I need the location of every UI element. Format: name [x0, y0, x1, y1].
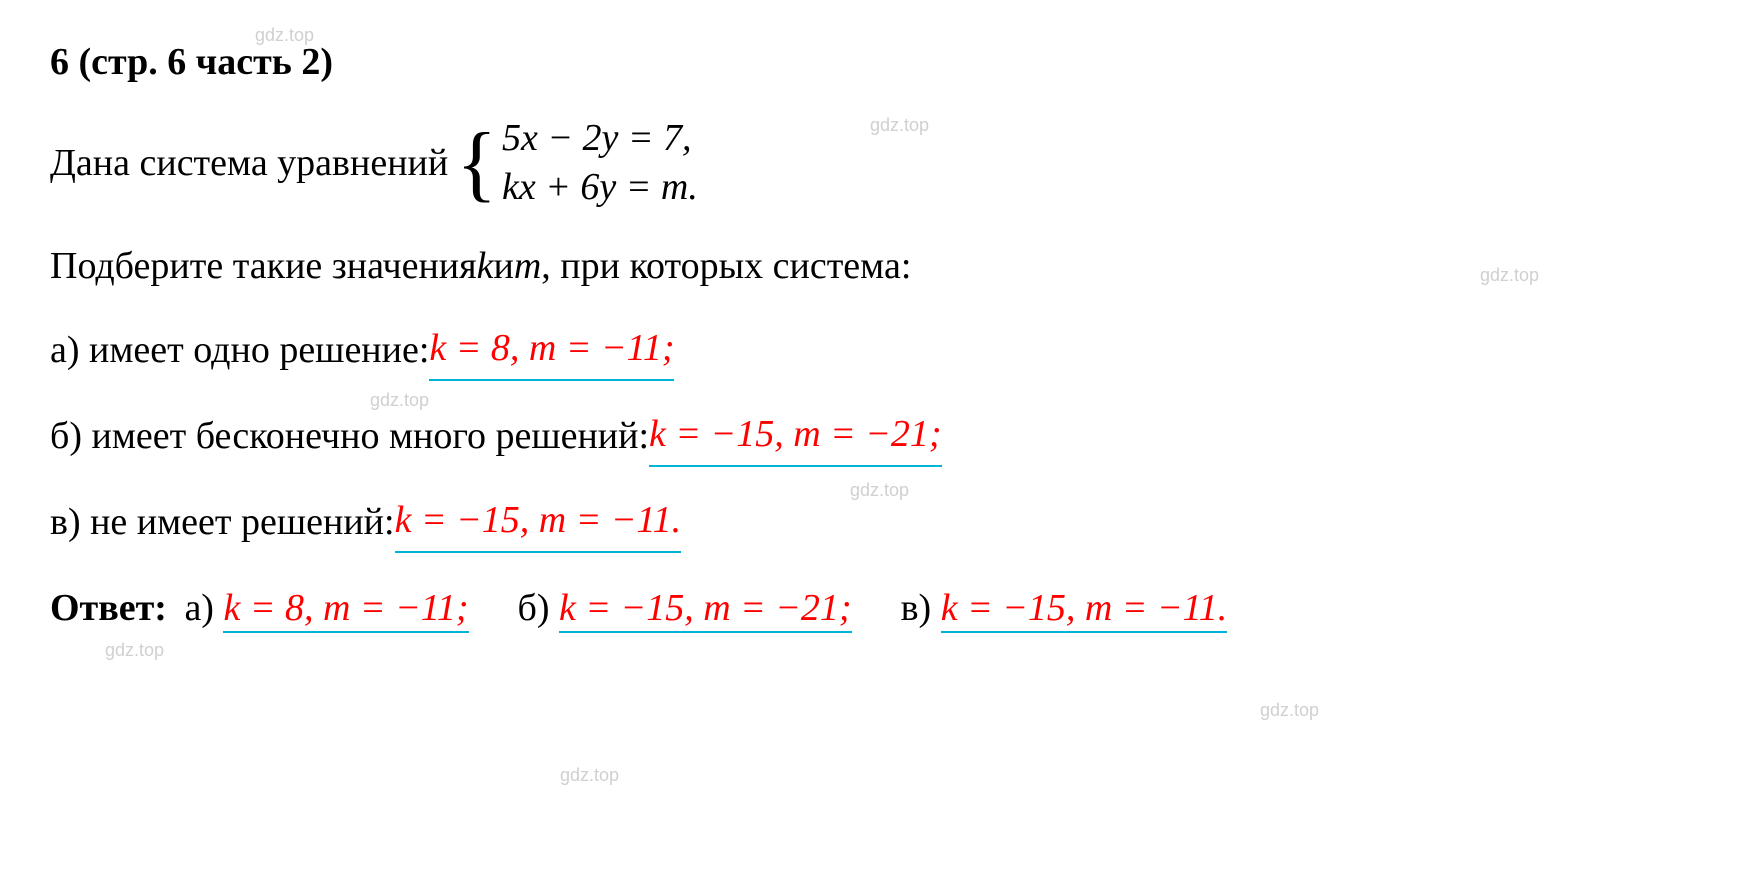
- answer-c-value: k = −15, m = −11.: [941, 587, 1228, 633]
- answer-b-label: б): [518, 587, 560, 629]
- equation-2: kx + 6y = m.: [502, 163, 698, 212]
- given-text: Дана система уравнений: [50, 135, 448, 192]
- part-b-answer: k = −15, m = −21;: [649, 406, 942, 467]
- given-line: Дана система уравнений { 5x − 2y = 7, kx…: [50, 114, 1703, 213]
- part-a-label: а) имеет одно решение:: [50, 322, 429, 379]
- part-a-answer: k = 8, m = −11;: [429, 320, 674, 381]
- part-a-line: а) имеет одно решение: k = 8, m = −11;: [50, 320, 1703, 381]
- system-equations: { 5x − 2y = 7, kx + 6y = m.: [456, 114, 698, 213]
- watermark: gdz.top: [105, 640, 164, 661]
- watermark: gdz.top: [1260, 700, 1319, 721]
- task-var-k: k: [477, 238, 494, 295]
- answer-c-label: в): [901, 587, 941, 629]
- part-b-line: б) имеет бесконечно много решений: k = −…: [50, 406, 1703, 467]
- equation-1: 5x − 2y = 7,: [502, 114, 698, 163]
- task-text-end: , при которых система:: [541, 238, 911, 295]
- watermark: gdz.top: [560, 765, 619, 786]
- content-container: 6 (стр. 6 часть 2) Дана система уравнени…: [50, 40, 1703, 639]
- answer-a-label: а): [184, 587, 223, 629]
- task-text-start: Подберите такие значения: [50, 238, 477, 295]
- part-c-label: в) не имеет решений:: [50, 494, 395, 551]
- part-c-answer: k = −15, m = −11.: [395, 492, 682, 553]
- part-c-line: в) не имеет решений: k = −15, m = −11.: [50, 492, 1703, 553]
- answer-label: Ответ:: [50, 587, 167, 629]
- task-line: Подберите такие значения k и m , при кот…: [50, 238, 1703, 295]
- answer-a-value: k = 8, m = −11;: [223, 587, 468, 633]
- brace-icon: {: [456, 129, 497, 197]
- problem-title: 6 (стр. 6 часть 2): [50, 40, 1703, 84]
- equations-block: 5x − 2y = 7, kx + 6y = m.: [502, 114, 698, 213]
- answer-line: Ответ: а) k = 8, m = −11; б) k = −15, m …: [50, 578, 1703, 639]
- task-var-m: m: [514, 238, 541, 295]
- answer-b-value: k = −15, m = −21;: [559, 587, 852, 633]
- task-text-and: и: [493, 238, 513, 295]
- part-b-label: б) имеет бесконечно много решений:: [50, 408, 649, 465]
